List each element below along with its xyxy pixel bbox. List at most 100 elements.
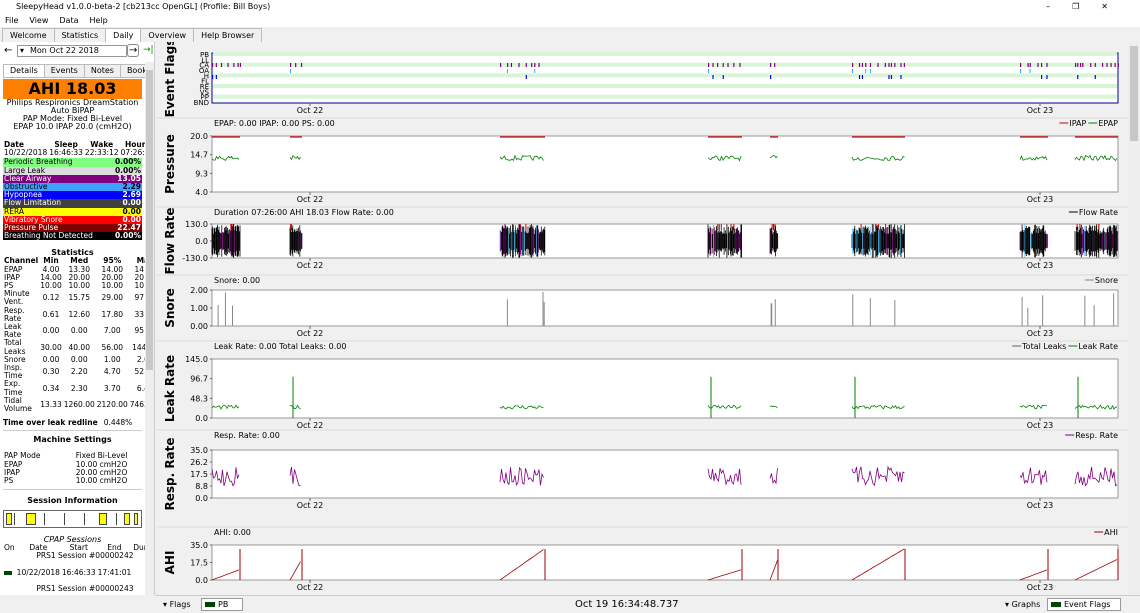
flag-mark xyxy=(215,75,217,79)
tab[interactable]: Welcome xyxy=(2,28,55,42)
tab[interactable]: Overview xyxy=(140,28,195,42)
flag-mark xyxy=(900,63,902,67)
flag-mark xyxy=(212,75,214,79)
cell: 10.00 xyxy=(68,281,90,291)
day-header: Date Sleep Wake Hours xyxy=(3,140,154,149)
cell: EPAP xyxy=(4,459,23,469)
event-name: Clear Airway xyxy=(4,173,52,183)
cell: 0.00 xyxy=(70,354,88,364)
cell: 2.20 xyxy=(70,367,88,377)
trace xyxy=(211,569,240,581)
cell: 17.80 xyxy=(101,309,123,319)
menu-item[interactable]: Help xyxy=(89,16,108,25)
cell: 144.00 xyxy=(132,342,154,352)
tab[interactable]: Statistics xyxy=(53,28,107,42)
session-name: PRS1 Session #00000242 xyxy=(36,551,134,561)
flag-mark xyxy=(534,69,536,73)
next-day[interactable]: → xyxy=(127,44,140,57)
flag-mark xyxy=(716,63,719,67)
menu-item[interactable]: File xyxy=(5,16,19,25)
x-label: Oct 22 xyxy=(297,421,324,430)
event-row: Flow Limitation 0.00 xyxy=(3,199,142,208)
scrollbar[interactable] xyxy=(1128,42,1140,595)
flag-mark xyxy=(1041,75,1043,79)
stats-row: Leak Rate 0.00 0.00 7.00 95.00 xyxy=(3,322,154,339)
graph-value: Event Flags xyxy=(1064,600,1111,609)
y-tick-label: 130.0 xyxy=(185,220,208,229)
menu-item[interactable]: Data xyxy=(59,16,79,25)
flag-mark xyxy=(227,63,229,67)
flag-mark xyxy=(1046,75,1048,79)
session-tick xyxy=(44,513,45,526)
cell: Start xyxy=(69,543,88,553)
trace xyxy=(1074,466,1118,487)
graphs-label: Graphs xyxy=(1011,600,1041,609)
flag-select[interactable]: PB xyxy=(201,598,244,611)
stats-title: Statistics xyxy=(51,248,94,258)
flag-row-label: FL xyxy=(201,78,209,86)
menu-item[interactable]: View xyxy=(29,16,49,25)
session-end: 17:41:01 xyxy=(97,567,132,577)
graphs-button[interactable]: ▾ Graphs xyxy=(1005,600,1041,609)
flag-mark xyxy=(722,75,724,79)
event-row: Hypopnea 2.69 xyxy=(3,191,142,200)
cell: PS xyxy=(4,281,14,291)
time-label: Oct 19 16:34:48.737 xyxy=(575,599,679,610)
side-tab[interactable]: Notes xyxy=(83,64,121,78)
side-tab[interactable]: Events xyxy=(43,64,85,78)
cell: 10.00 xyxy=(40,281,62,291)
graph-header: Duration 07:26:00 AHI 18.03 Flow Rate: 0… xyxy=(214,208,394,217)
cell: 15.75 xyxy=(68,293,90,303)
x-label: Oct 22 xyxy=(297,106,324,115)
flag-mark xyxy=(739,63,741,67)
prev-day[interactable]: ← xyxy=(4,45,13,56)
cell: 0.00 xyxy=(42,326,60,336)
flag-mark xyxy=(865,63,867,67)
flag-mark xyxy=(890,63,893,67)
scrollbar[interactable] xyxy=(145,62,154,595)
machine-info: EPAP 10.0 IPAP 20.0 (cmH2O) xyxy=(13,122,132,131)
flag-mark xyxy=(1106,63,1108,67)
tab[interactable]: Help Browser xyxy=(193,28,263,42)
session-tick xyxy=(116,513,117,526)
flag-mark xyxy=(531,63,533,67)
cell: 0.34 xyxy=(42,383,60,393)
flag-mark xyxy=(239,63,242,67)
x-label: Oct 22 xyxy=(297,583,324,592)
cell: Channel xyxy=(4,256,39,266)
table: OnDateStartEndDurationPRS1 Session #0000… xyxy=(3,543,154,595)
trace xyxy=(211,467,240,487)
last-day[interactable]: →| xyxy=(143,45,154,55)
y-tick-label: 17.5 xyxy=(190,470,208,479)
flag-mark xyxy=(712,63,714,67)
cell: 10.00 cmH2O xyxy=(75,475,128,485)
flag-mark xyxy=(888,63,890,67)
flag-mark xyxy=(1082,63,1084,67)
trace xyxy=(211,155,240,161)
session-header: On Date Start End Duration xyxy=(3,543,154,553)
flags-button[interactable]: ▾ Flags xyxy=(163,600,191,609)
session-start: 19:25:54 xyxy=(61,593,97,595)
trace xyxy=(851,465,905,487)
window-controls[interactable]: –❐✕ xyxy=(1046,2,1130,11)
flag-mark xyxy=(507,63,509,67)
trace xyxy=(851,548,905,581)
graph-select[interactable]: Event Flags xyxy=(1047,598,1122,611)
flag-mark xyxy=(1020,63,1022,67)
cell: 7463.33 xyxy=(129,399,154,409)
machine-info: PAP Mode: Fixed Bi-Level xyxy=(22,114,123,123)
flag-mark xyxy=(290,69,291,73)
left-panel: ← ▾ Mon Oct 22 2018 → →| Details Events Not… xyxy=(0,42,155,595)
tab[interactable]: Daily xyxy=(105,28,142,42)
plot-area xyxy=(211,52,1119,104)
date-picker[interactable]: ▾ Mon Oct 22 2018 xyxy=(17,45,127,57)
event-value: 0.00% xyxy=(114,231,141,241)
flag-value: PB xyxy=(218,600,229,609)
event-value: 0.00% xyxy=(114,165,141,175)
trace xyxy=(1019,404,1048,410)
cell: 52.10 xyxy=(129,364,154,380)
legend-label: Leak Rate xyxy=(1078,342,1118,351)
side-tab[interactable]: Details xyxy=(3,64,45,78)
flag-mark xyxy=(852,69,853,73)
leak-value: 0.448% xyxy=(103,418,133,428)
